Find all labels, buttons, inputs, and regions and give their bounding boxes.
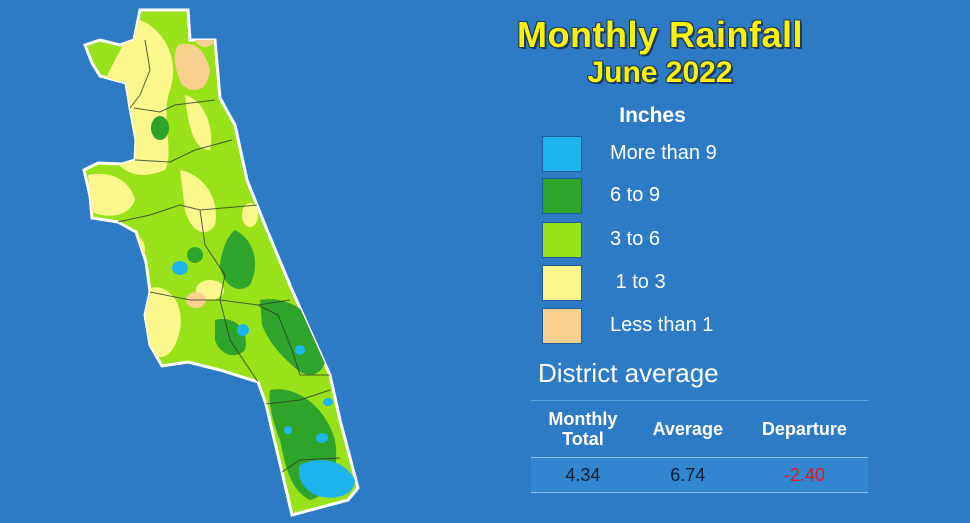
table-header-row: Monthly Total Average Departure — [531, 400, 868, 458]
legend-label: Less than 1 — [610, 314, 714, 336]
legend-units: Inches — [619, 104, 686, 127]
column-average: Average — [634, 400, 741, 458]
column-departure: Departure — [740, 400, 868, 458]
legend-item-1-to-3: 1 to 3 — [542, 265, 862, 301]
legend-item-less-than-1: Less than 1 — [542, 308, 862, 344]
legend-label: 3 to 6 — [610, 228, 661, 250]
table-row: 4.34 6.74 -2.40 — [531, 457, 868, 493]
legend-item-more-than-9: More than 9 — [542, 136, 862, 172]
column-monthly-total: Monthly Total — [531, 400, 635, 458]
legend-swatch — [542, 136, 582, 172]
departure-value: -2.40 — [740, 457, 868, 493]
district-average-table: Monthly Total Average Departure 4.34 6.7… — [531, 400, 868, 493]
average-value: 6.74 — [634, 457, 741, 493]
district-average-heading: District average — [538, 358, 719, 388]
legend-label: 6 to 9 — [610, 184, 661, 206]
monthly-total-value: 4.34 — [531, 457, 635, 493]
legend-item-3-to-6: 3 to 6 — [542, 222, 862, 258]
legend-item-6-to-9: 6 to 9 — [542, 178, 862, 214]
legend-label: More than 9 — [610, 142, 717, 164]
map-subtitle: June 2022 — [587, 56, 733, 89]
legend-swatch — [542, 265, 582, 301]
legend-swatch — [542, 178, 582, 214]
map-title: Monthly Rainfall — [517, 14, 803, 55]
legend-swatch — [542, 308, 582, 344]
legend-swatch — [542, 222, 582, 258]
legend-label: 1 to 3 — [610, 271, 666, 293]
rainfall-zones — [88, 20, 355, 500]
